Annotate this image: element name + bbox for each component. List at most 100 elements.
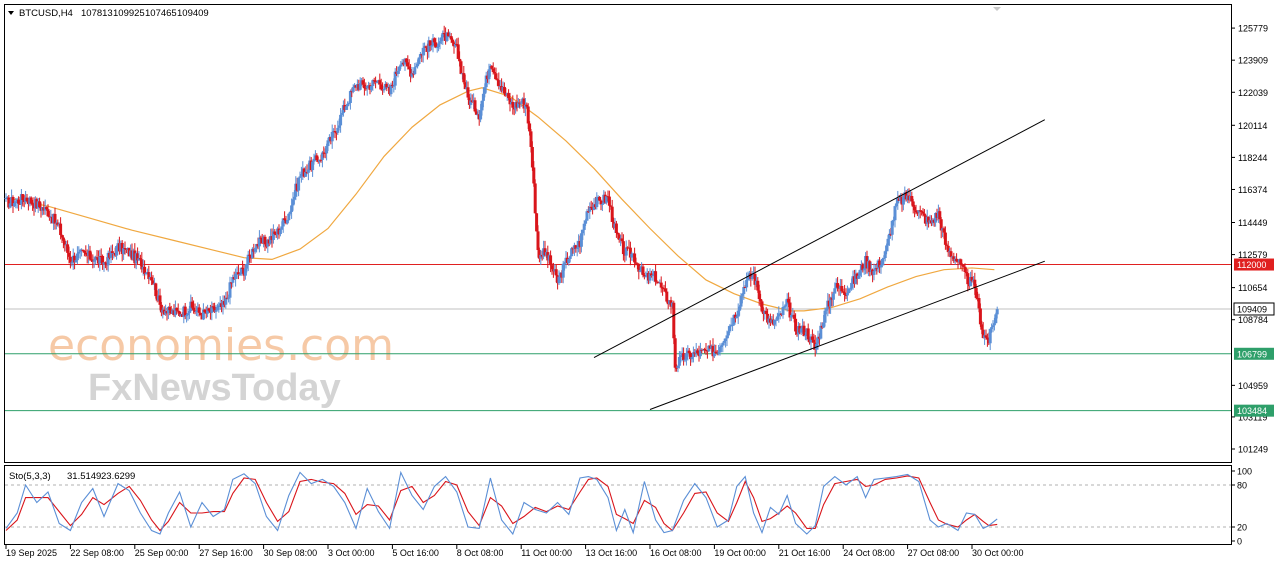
candle	[435, 46, 439, 53]
candle	[819, 322, 823, 340]
candle	[988, 328, 992, 351]
candle-body	[508, 98, 512, 105]
candle-body	[473, 100, 477, 112]
candle	[773, 319, 777, 330]
candle-body	[661, 287, 665, 289]
candle	[698, 342, 702, 359]
scroll-marker-icon[interactable]	[993, 7, 1001, 11]
candle	[206, 304, 210, 318]
candle	[880, 257, 884, 268]
candle-body	[215, 307, 219, 311]
candle-body	[774, 319, 778, 321]
candle-body	[283, 218, 287, 220]
candle	[704, 342, 708, 355]
candle-body	[567, 258, 571, 264]
candle	[379, 78, 383, 91]
candle	[691, 346, 695, 363]
candle-body	[77, 251, 81, 254]
price-badge-support2	[1234, 404, 1274, 417]
dropdown-triangle-icon[interactable]	[8, 11, 14, 15]
candle-body	[760, 301, 764, 312]
candle-body	[147, 272, 151, 279]
candle-body	[441, 33, 445, 38]
candle	[278, 229, 282, 237]
candle	[333, 124, 337, 139]
candle-body	[749, 273, 753, 279]
candle-body	[173, 308, 177, 316]
candle-body	[921, 211, 925, 214]
candle	[183, 302, 187, 320]
candle-body	[715, 351, 719, 353]
candle-body	[248, 254, 252, 256]
candle-body	[211, 306, 215, 308]
candle	[234, 268, 238, 287]
candle-body	[845, 293, 849, 296]
candle-body	[194, 310, 198, 313]
candle-body	[599, 200, 603, 205]
candle-body	[812, 339, 816, 343]
candle-body	[579, 233, 583, 247]
channel-lower-line	[649, 260, 1045, 410]
candle-body	[574, 245, 578, 250]
candle	[101, 254, 105, 270]
candle-body	[739, 295, 743, 307]
stochastic-tick-label: 80	[1237, 481, 1247, 491]
candle-body	[920, 210, 924, 212]
candle-body	[733, 314, 737, 319]
candle-body	[918, 210, 922, 212]
candle-body	[292, 196, 296, 200]
candle-body	[649, 273, 653, 276]
candle-body	[491, 68, 495, 73]
candle-body	[584, 220, 588, 224]
candle	[585, 209, 589, 221]
candle-body	[88, 250, 92, 260]
candle	[462, 65, 466, 85]
candle-body	[655, 281, 659, 283]
candle	[522, 92, 526, 113]
candle	[532, 161, 536, 187]
candle-body	[206, 308, 210, 314]
candle-body	[507, 93, 511, 99]
candle-body	[789, 314, 793, 318]
candle-body	[229, 282, 233, 284]
candle	[246, 250, 250, 272]
candle-body	[872, 271, 876, 275]
candle	[890, 219, 894, 241]
candle	[802, 321, 806, 337]
candle-body	[445, 32, 449, 41]
candle-body	[463, 82, 467, 90]
candle-body	[586, 211, 590, 213]
candle-body	[529, 131, 533, 147]
candle-body	[788, 302, 792, 318]
candle	[399, 60, 403, 70]
candle	[872, 263, 876, 281]
watermark-line2: FxNewsToday	[88, 367, 341, 409]
candle-body	[995, 309, 999, 315]
price-tick-label: 118244	[1238, 153, 1267, 163]
candle-body	[892, 220, 896, 222]
candle	[600, 202, 604, 212]
time-tick-label: 5 Oct 16:00	[392, 548, 439, 558]
candle-body	[231, 277, 235, 283]
candle-body	[894, 203, 898, 207]
candle-body	[122, 248, 126, 255]
candle	[581, 229, 585, 240]
candle-body	[614, 223, 618, 233]
candle-body	[862, 268, 866, 271]
candle-body	[641, 266, 645, 276]
candle-body	[969, 276, 973, 287]
candle-body	[102, 262, 106, 265]
candle	[397, 66, 401, 74]
candle-body	[822, 322, 826, 328]
candle-body	[253, 248, 257, 252]
candle-body	[525, 104, 529, 107]
candle	[210, 301, 214, 321]
candle	[385, 82, 389, 92]
candle	[25, 194, 29, 203]
candle-body	[682, 353, 686, 361]
candle-body	[66, 244, 70, 253]
candle	[190, 297, 194, 310]
candle-body	[136, 253, 140, 261]
candle-body	[563, 262, 567, 264]
